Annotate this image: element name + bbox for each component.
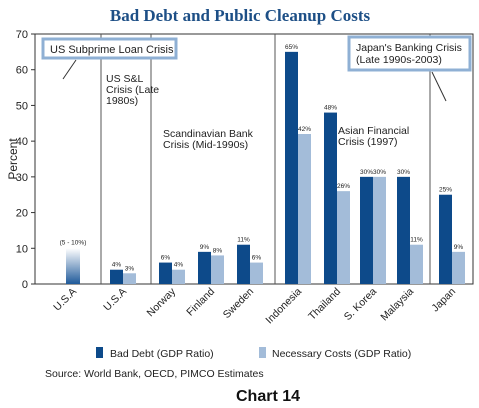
annotation-box-subprime (41, 37, 178, 60)
bar-value-label: 48% (324, 105, 337, 112)
bar (373, 176, 386, 284)
bar (237, 244, 250, 284)
category-label: Thailand (306, 286, 343, 323)
legend: Bad Debt (GDP Ratio) Necessary Costs (GD… (96, 347, 411, 360)
bar (337, 191, 350, 284)
category-label: Sweden (221, 286, 256, 321)
bar-value-label: 6% (161, 255, 171, 262)
bar-value-label: 9% (454, 244, 464, 251)
bar (172, 269, 185, 284)
y-tick-label: 50 (16, 100, 28, 112)
bar (123, 273, 136, 284)
y-axis-label: Percent (6, 138, 20, 180)
category-label: Indonesia (263, 286, 304, 327)
y-tick-label: 20 (16, 208, 28, 220)
annotation-japan-line: (Late 1990s-2003) (356, 54, 442, 66)
bar-value-label: 3% (125, 265, 135, 272)
bar-value-label: 26% (337, 183, 350, 190)
bar (397, 176, 410, 284)
bar (198, 251, 211, 284)
legend-swatch-necessary-costs (259, 347, 266, 358)
bar-value-label: 9% (200, 244, 210, 251)
source-note: Source: World Bank, OECD, PIMCO Estimate… (45, 368, 264, 380)
annotation-asian-line: Crisis (1997) (338, 136, 398, 148)
annotation-leader-japan (431, 71, 447, 102)
y-tick-label: 10 (16, 243, 28, 255)
bar-value-label: 8% (213, 247, 223, 254)
bar-value-label: 30% (397, 169, 410, 176)
bar (452, 251, 465, 284)
bar-value-label: 30% (360, 169, 373, 176)
chart-caption: Chart 14 (236, 388, 300, 405)
y-tick-label: 30 (16, 172, 28, 184)
bar-value-label: 25% (439, 187, 452, 194)
bar-value-label: 11% (237, 237, 250, 244)
annotation-sl-line: US S&L (106, 73, 144, 85)
annotation-box-japan (347, 35, 472, 72)
bar-value-label: 42% (298, 126, 311, 133)
bar (285, 51, 298, 284)
chart-title: Bad Debt and Public Cleanup Costs (110, 6, 371, 25)
y-tick-label: 0 (22, 279, 28, 291)
range-bar (66, 248, 80, 284)
annotation-subprime: US Subprime Loan Crisis (50, 44, 174, 56)
annotation-japan-line: Japan's Banking Crisis (356, 42, 462, 54)
y-tick-label: 40 (16, 136, 28, 148)
bar-value-label: 6% (252, 255, 262, 262)
bar (211, 255, 224, 284)
range-bar-label: (5 - 10%) (60, 239, 87, 246)
category-label: Finland (184, 286, 217, 319)
category-label: Japan (429, 286, 458, 315)
annotation-asian-line: Asian Financial (338, 125, 409, 137)
annotation-sl-line: 1980s) (106, 95, 138, 107)
bar (360, 176, 373, 284)
bar (410, 244, 423, 284)
category-label: U.S.A (101, 286, 129, 314)
bar (110, 269, 123, 284)
category-label: Norway (144, 285, 178, 319)
bar-value-label: 4% (112, 262, 122, 269)
annotation-leader-subprime (62, 59, 77, 80)
annotation-scandinavian-line: Crisis (Mid-1990s) (163, 139, 248, 151)
legend-label-bad-debt: Bad Debt (GDP Ratio) (110, 348, 214, 360)
y-tick-label: 60 (16, 65, 28, 77)
bar-value-label: 11% (410, 237, 423, 244)
bar (324, 112, 337, 284)
bar-value-label: 4% (174, 262, 184, 269)
annotation-scandinavian-line: Scandinavian Bank (163, 128, 254, 140)
legend-swatch-bad-debt (96, 347, 103, 358)
bar-value-label: 65% (285, 44, 298, 51)
bar-value-label: 30% (373, 169, 386, 176)
y-tick-label: 70 (16, 29, 28, 41)
bar (159, 262, 172, 284)
annotation-sl-line: Crisis (Late (106, 84, 159, 96)
category-label: Malaysia (378, 286, 416, 324)
category-label: S. Korea (342, 286, 379, 323)
bar (298, 134, 311, 284)
bar (250, 262, 263, 284)
bar (439, 194, 452, 284)
legend-label-necessary-costs: Necessary Costs (GDP Ratio) (272, 348, 411, 360)
category-label: U.S.A (51, 286, 79, 314)
